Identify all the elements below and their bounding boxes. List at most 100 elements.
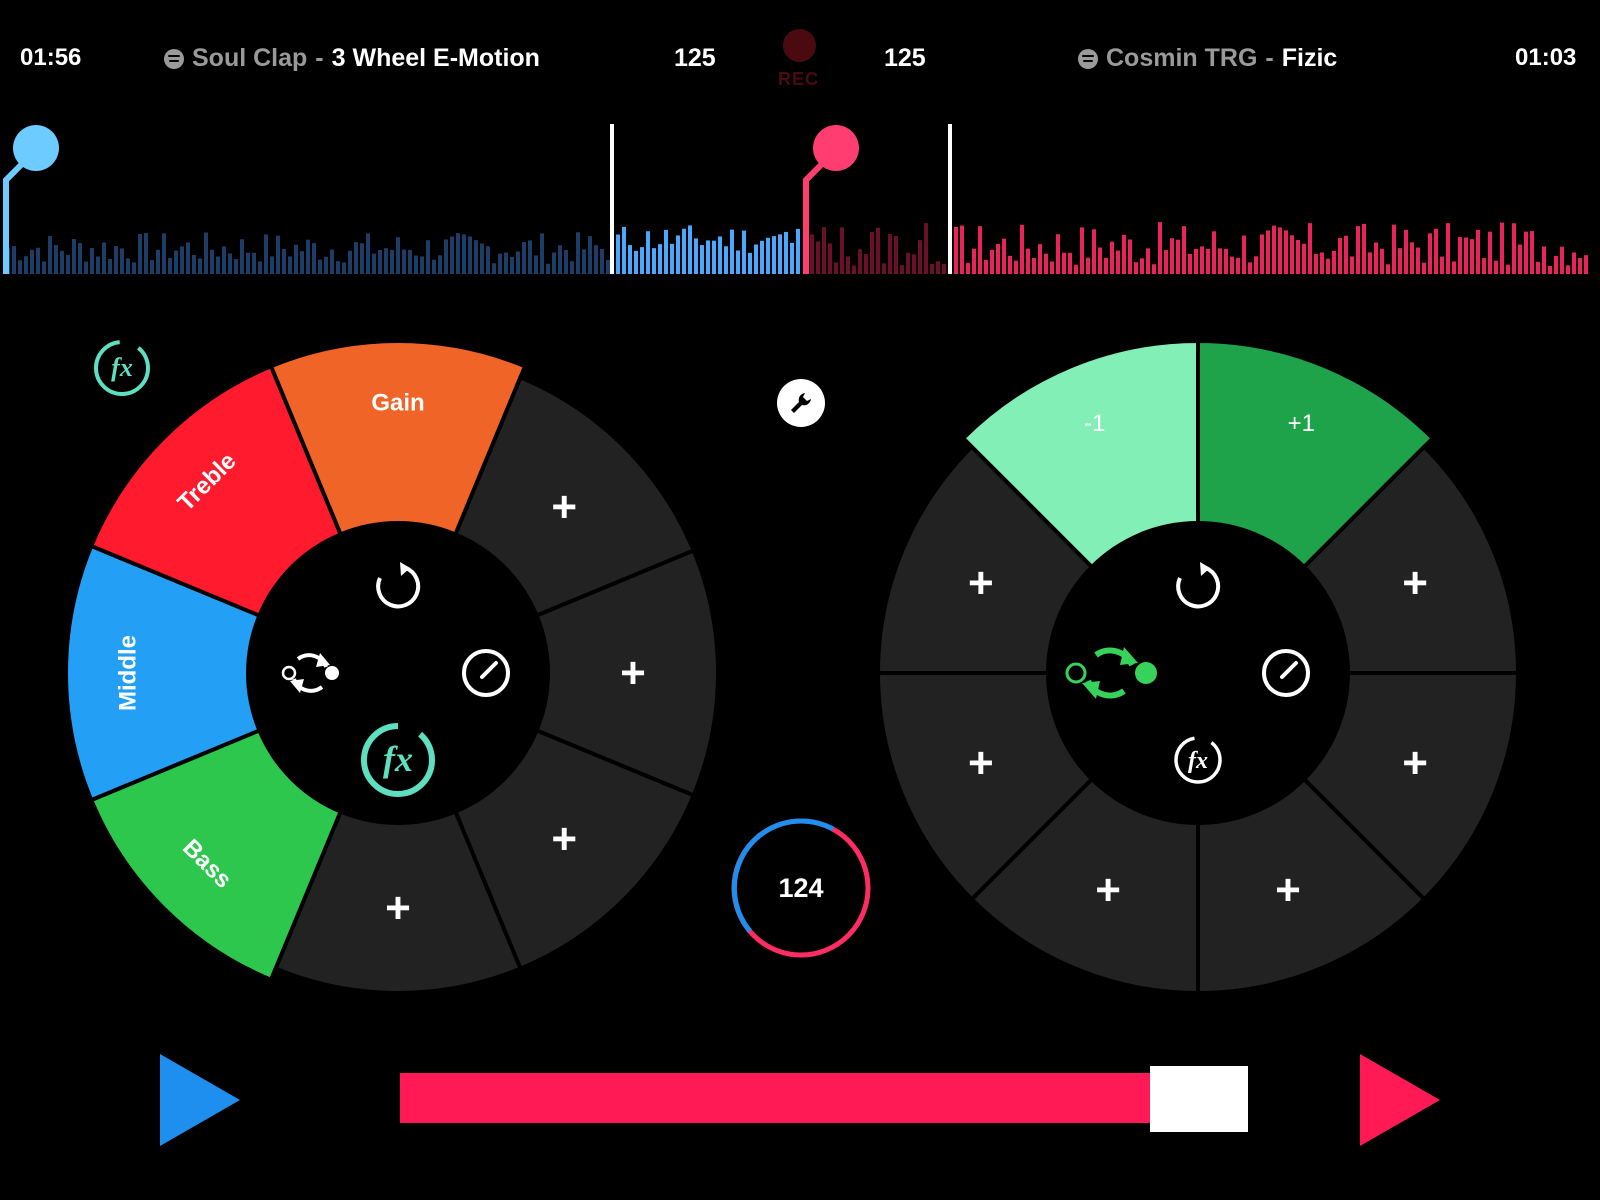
waveform-bar	[682, 228, 686, 274]
waveform-bar	[462, 234, 466, 274]
waveform-bar	[456, 233, 460, 274]
waveform-bar	[492, 263, 496, 274]
deck-left-play-button[interactable]	[160, 1054, 240, 1146]
deck-right-track-info[interactable]: Cosmin TRG - Fizic	[1078, 44, 1337, 73]
waveform-bar	[234, 259, 238, 274]
crossfader-handle[interactable]	[1150, 1066, 1248, 1132]
deck-right-cue-marker[interactable]	[803, 125, 859, 274]
record-label: REC	[778, 69, 820, 89]
waveform-bar	[936, 261, 940, 274]
waveform-bar	[1188, 253, 1192, 274]
waveform-overview[interactable]	[0, 118, 1600, 278]
waveform-bar	[1020, 224, 1024, 274]
waveform-bar	[576, 232, 580, 274]
settings-button[interactable]	[777, 379, 825, 427]
waveform-bar	[528, 240, 532, 274]
deckR-segment-label: +	[968, 738, 994, 787]
waveform-bar	[742, 230, 746, 274]
waveform-bar	[876, 227, 880, 274]
waveform-bar	[12, 246, 16, 274]
waveform-bar	[1506, 264, 1510, 274]
waveform-bar	[912, 254, 916, 274]
waveform-bar	[1068, 252, 1072, 274]
waveform-bar	[730, 229, 734, 274]
waveform-bar	[144, 232, 148, 274]
waveform-bar	[942, 263, 946, 274]
sync-icon[interactable]	[1065, 647, 1157, 699]
waveform-bar	[924, 223, 928, 274]
waveform-bar	[1242, 235, 1246, 274]
waveform-bar	[1110, 241, 1114, 274]
waveform-bar	[324, 256, 328, 274]
waveform-bar	[1410, 242, 1414, 274]
waveform-bar	[1458, 237, 1462, 274]
fx-icon[interactable]: fx	[92, 338, 152, 398]
waveform-bar	[1386, 264, 1390, 274]
tempo-gauge-icon[interactable]	[462, 649, 510, 697]
waveform-bar	[498, 253, 502, 274]
waveform-bar	[1302, 243, 1306, 274]
waveform-bar	[240, 239, 244, 274]
waveform-bar	[24, 256, 28, 274]
master-bpm-ring[interactable]	[728, 815, 874, 961]
deck-right-play-button[interactable]	[1360, 1054, 1440, 1146]
waveform-bar	[36, 247, 40, 274]
waveform-bar	[930, 263, 934, 274]
loop-icon[interactable]	[376, 562, 421, 609]
deck-left-track-info[interactable]: Soul Clap - 3 Wheel E-Motion	[164, 44, 540, 73]
waveform-bar	[426, 240, 430, 274]
waveform-bar	[918, 240, 922, 274]
tempo-gauge-icon[interactable]	[1262, 649, 1310, 697]
deckR-segment-label: +	[1402, 559, 1428, 608]
fx-icon[interactable]: fx	[1174, 736, 1222, 784]
waveform-bar	[288, 256, 292, 274]
waveform-bar	[1140, 258, 1144, 274]
loop-icon[interactable]	[1176, 562, 1221, 609]
deck-left-hub	[246, 521, 550, 825]
waveform-bar	[138, 233, 142, 274]
waveform-bar	[510, 257, 514, 274]
waveform-bar	[1440, 256, 1444, 274]
waveform-bar	[384, 248, 388, 274]
waveform-bar	[552, 252, 556, 274]
waveform-bar	[766, 237, 770, 274]
deckL-segment-label: Gain	[371, 390, 424, 417]
deck-left-cue-marker[interactable]	[3, 125, 59, 274]
waveform-bar	[894, 235, 898, 274]
waveform-bar	[276, 235, 280, 274]
waveform-bar	[300, 251, 304, 274]
waveform-bar	[402, 249, 406, 274]
fx-icon[interactable]: fx	[361, 723, 435, 797]
waveform-bar	[978, 226, 982, 274]
record-button[interactable]	[783, 29, 816, 62]
sync-icon[interactable]	[281, 653, 339, 693]
waveform-bar	[258, 261, 262, 274]
waveform-bar	[1308, 223, 1312, 274]
waveform-bar	[342, 262, 346, 274]
waveform-bar	[1494, 260, 1498, 274]
crossfader-track[interactable]	[400, 1073, 1248, 1123]
waveform-bar	[396, 237, 400, 274]
waveform-bar	[1434, 228, 1438, 274]
waveform-bar	[486, 246, 490, 274]
waveform-bar	[270, 256, 274, 274]
waveform-bar	[1560, 246, 1564, 274]
waveform-bar	[30, 249, 34, 274]
waveform-bar	[192, 255, 196, 274]
waveform-bar	[438, 255, 442, 274]
waveform-bar	[1128, 239, 1132, 274]
waveform-bar	[168, 257, 172, 274]
waveform-bar	[408, 249, 412, 274]
master-bpm-ring-left-arc	[731, 818, 802, 933]
waveform-bar	[444, 239, 448, 274]
master-bpm-ring-left-arc	[800, 818, 835, 832]
deck-right-separator: -	[1265, 44, 1274, 72]
waveform-bar	[360, 243, 364, 274]
waveform-bar	[760, 240, 764, 274]
waveform-bar	[60, 250, 64, 274]
deckR-segment-label: +	[1095, 866, 1121, 915]
waveform-bar	[1554, 255, 1558, 274]
waveform-bar	[1290, 235, 1294, 274]
